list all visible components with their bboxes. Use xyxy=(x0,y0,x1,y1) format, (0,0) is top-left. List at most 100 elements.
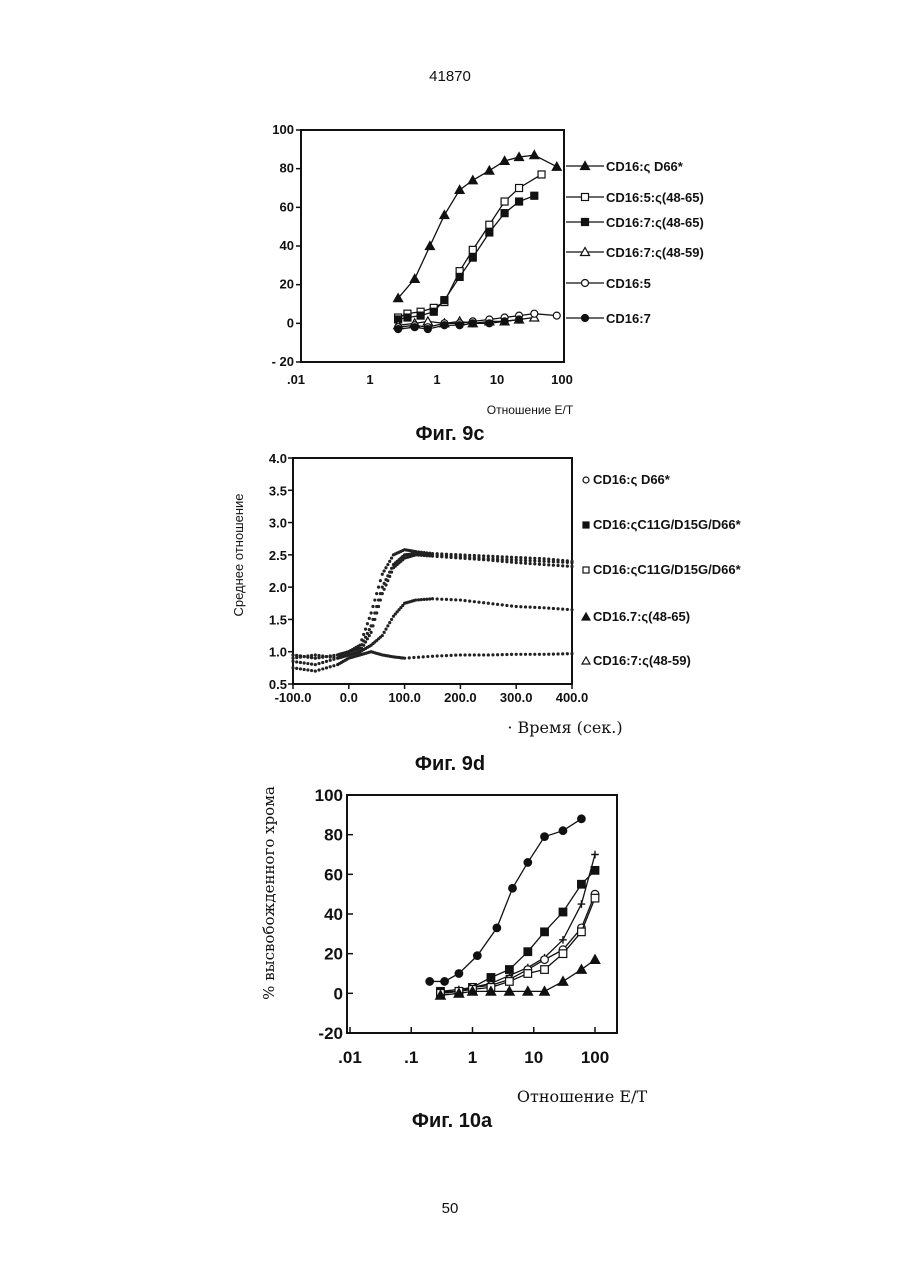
fig9d-x-tick-label: -100.0 xyxy=(275,690,312,705)
fig9c-data-point xyxy=(486,221,493,228)
fig9d-plot-frame xyxy=(293,458,572,684)
fig9d-data-point xyxy=(505,653,508,656)
fig9d-data-point xyxy=(321,661,324,664)
fig9d-data-point xyxy=(329,654,332,657)
fig9d-data-point xyxy=(543,560,546,563)
fig9d-data-point xyxy=(295,667,298,670)
fig9c-data-point xyxy=(531,192,538,199)
fig9c-legend-label: CD16:7 xyxy=(606,311,651,326)
fig9c-x-tick-label: 1 xyxy=(433,372,440,387)
fig9d-data-point xyxy=(440,554,443,557)
fig9c-data-point xyxy=(440,211,449,219)
fig10a-marks xyxy=(426,815,600,999)
fig9d-data-point xyxy=(303,655,306,658)
fig10a-caption: Фиг. 10a xyxy=(412,1110,493,1132)
fig9d-data-point xyxy=(450,598,453,601)
fig9c-data-point xyxy=(417,312,424,319)
fig9d-data-point xyxy=(473,600,476,603)
fig9d-data-point xyxy=(370,611,373,614)
fig9d-data-point xyxy=(384,566,387,569)
fig9d-data-point xyxy=(370,631,373,634)
fig9d-data-point xyxy=(371,605,374,608)
fig9d-data-point xyxy=(332,654,335,657)
fig9c-data-point xyxy=(486,229,493,236)
fig9d-data-point xyxy=(538,559,541,562)
fig9d-data-point xyxy=(524,605,527,608)
fig9d-data-point xyxy=(440,598,443,601)
fig9d-data-point xyxy=(375,605,378,608)
fig9d-data-point xyxy=(436,597,439,600)
fig9d-data-point xyxy=(570,565,573,568)
fig9c-data-point xyxy=(516,185,523,192)
fig9d-marks xyxy=(291,548,573,673)
fig9d-data-point xyxy=(310,656,313,659)
fig10a-data-point xyxy=(506,978,514,986)
fig9d-data-point xyxy=(417,552,420,555)
fig9d-data-point xyxy=(496,653,499,656)
fig9d-data-point xyxy=(552,564,555,567)
fig9c-data-point xyxy=(501,210,508,217)
fig9d-data-point xyxy=(519,605,522,608)
fig9d-data-point xyxy=(552,652,555,655)
fig9d-data-point xyxy=(291,660,294,663)
fig10a-data-point xyxy=(578,928,586,936)
fig9c-y-tick-label: 100 xyxy=(272,122,294,137)
fig9d-data-point xyxy=(314,657,317,660)
fig9c-y-tick-label: - 20 xyxy=(272,354,294,369)
fig9d-data-point xyxy=(310,662,313,665)
fig9c-y-tick-label: 20 xyxy=(280,277,294,292)
fig9d-data-point xyxy=(408,656,411,659)
fig9d-data-point xyxy=(566,565,569,568)
fig10a-x-tick-label: 100 xyxy=(581,1048,609,1067)
fig9d-data-point xyxy=(547,563,550,566)
fig9d-data-point xyxy=(306,662,309,665)
fig9d-data-point xyxy=(566,652,569,655)
fig9d-data-point xyxy=(547,653,550,656)
fig10a-data-point xyxy=(541,833,549,841)
fig9c-caption: Фиг. 9c xyxy=(415,423,484,445)
fig9c-legend-marker xyxy=(582,280,589,287)
fig9d-data-point xyxy=(459,555,462,558)
fig9c-data-point xyxy=(486,320,493,327)
fig9d-data-point xyxy=(317,656,320,659)
fig9c-y-ticks: 100806040200- 20 xyxy=(272,122,301,369)
fig9c-data-point xyxy=(425,242,434,250)
fig9d-data-point xyxy=(383,569,386,572)
fig9d-data-point xyxy=(561,652,564,655)
fig9d-data-point xyxy=(468,600,471,603)
fig9d-y-tick-label: 2.5 xyxy=(269,548,287,563)
fig9c-x-tick-label: .01 xyxy=(287,372,305,387)
fig9d-data-point xyxy=(390,618,393,621)
fig9d-data-point xyxy=(370,624,373,627)
fig10a-data-point xyxy=(509,884,517,892)
fig9d-data-point xyxy=(366,622,369,625)
fig9d-data-point xyxy=(459,598,462,601)
fig9d-data-point xyxy=(459,653,462,656)
fig9d-data-point xyxy=(390,567,393,570)
fig9d-data-point xyxy=(310,669,313,672)
fig9c-data-point xyxy=(469,246,476,253)
fig9d-data-point xyxy=(570,561,573,564)
fig9d-data-point xyxy=(386,563,389,566)
fig9d-legend-marker xyxy=(583,477,589,483)
fig9c-x-axis-label: Отношение Е/Т xyxy=(487,403,574,417)
fig10a-data-point xyxy=(559,827,567,835)
fig9d-data-point xyxy=(473,556,476,559)
fig9c-data-point xyxy=(468,176,477,184)
fig9d-x-tick-label: 400.0 xyxy=(556,690,589,705)
fig9c-data-point xyxy=(455,185,464,193)
fig10a-data-point xyxy=(578,815,586,823)
fig9d-x-tick-label: 100.0 xyxy=(388,690,421,705)
fig9d-data-point xyxy=(468,556,471,559)
fig9d-data-point xyxy=(556,564,559,567)
fig9d-data-point xyxy=(375,592,378,595)
fig10a-y-tick-label: 40 xyxy=(324,905,343,924)
fig9d-data-point xyxy=(487,602,490,605)
fig9d-data-point xyxy=(362,639,365,642)
fig9d-data-point xyxy=(303,668,306,671)
fig9d-data-point xyxy=(388,570,391,573)
fig9d-data-point xyxy=(431,553,434,556)
fig9c-legend-marker xyxy=(582,194,589,201)
fig10a-data-point xyxy=(591,894,599,902)
fig9d-data-point xyxy=(566,561,569,564)
